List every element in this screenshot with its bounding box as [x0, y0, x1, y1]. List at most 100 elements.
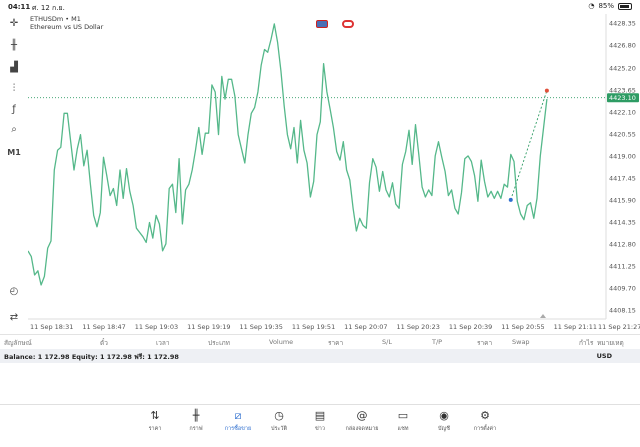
y-tick-label: 4415.90 [609, 196, 636, 204]
x-tick-label: 11 Sep 18:31 [30, 323, 73, 331]
x-tick-label: 11 Sep 19:35 [239, 323, 282, 331]
y-tick-label: 4426.80 [609, 42, 636, 50]
y-tick-label: 4428.35 [609, 20, 636, 28]
tab-label: ราคา [148, 426, 162, 432]
tab-label: ประวัติ [270, 426, 288, 432]
col-tp: T/P [432, 338, 443, 346]
tab-label: การตั้งค่า [473, 426, 497, 432]
tab-label: แชท [397, 426, 409, 432]
tab-label: ข่าว [315, 426, 325, 432]
account-currency: USD [596, 352, 612, 360]
x-tick-label: 11 Sep 19:19 [187, 323, 230, 331]
current-price-badge [607, 93, 639, 103]
chart-type-candles-icon[interactable]: ╫ [10, 40, 18, 51]
price-series-line [28, 23, 548, 286]
x-tick-label: 11 Sep 19:51 [292, 323, 335, 331]
chart-type-line-icon[interactable]: ⫶ [12, 83, 16, 94]
candles-icon: ╫ [192, 409, 200, 422]
y-tick-label: 4408.15 [609, 306, 636, 314]
account-summary-row: Balance: 1 172.98 Equity: 1 172.98 ฟรี: … [0, 349, 640, 363]
x-tick-label: 11 Sep 20:39 [449, 323, 492, 331]
y-tick-label: 4417.45 [609, 174, 636, 182]
scroll-marker-icon [540, 314, 546, 318]
x-tick-label: 11 Sep 19:03 [135, 323, 178, 331]
symbol-description: Ethereum vs US Dollar [30, 23, 104, 31]
chart-type-bars-icon[interactable]: ▟ [10, 62, 18, 73]
status-bar: 04:11 ศ. 12 ก.ย. ◔ 85% [0, 0, 640, 14]
status-right: ◔ 85% [588, 2, 632, 10]
status-date: ศ. 12 ก.ย. [32, 4, 65, 12]
col-symbol: สัญลักษณ์ [4, 339, 32, 347]
price-chart[interactable]: 4428.35 4426.80 4425.20 4423.65 4422.10 4420.… [28, 14, 640, 334]
trendline-end-handle [544, 88, 549, 93]
col-ticket: ตั๋ว [100, 339, 108, 347]
x-tick-label: 11 Sep 20:23 [397, 323, 440, 331]
tab-quotes[interactable]: ⇅ ราคา [136, 409, 174, 433]
tab-label: กล่องจดหมาย [345, 426, 379, 432]
auto-scroll-icon[interactable]: ◴ [9, 286, 19, 297]
col-type: ประเภท [208, 339, 230, 347]
col-sl: S/L [382, 338, 392, 346]
battery-percent: 85% [598, 2, 614, 10]
x-tick-label: 11 Sep 18:47 [82, 323, 125, 331]
trade-table-header: สัญลักษณ์ ตั๋ว เวลา ประเภท Volume ราคา S… [0, 334, 640, 348]
y-tick-label: 4412.80 [609, 240, 636, 248]
col-price-current: ราคา [477, 339, 493, 347]
account-summary: Balance: 1 172.98 Equity: 1 172.98 ฟรี: … [4, 353, 179, 361]
y-tick-label: 4419.00 [609, 152, 636, 160]
tab-trade[interactable]: ⧄ การซื้อขาย [219, 409, 257, 433]
symbol-title: ETHUSDm • M1 [30, 15, 81, 23]
flag-icon-2 [342, 20, 354, 28]
chat-icon: ▭ [397, 409, 409, 422]
tab-label: บัญชี [438, 426, 450, 432]
flag-icon-1 [316, 20, 328, 28]
tab-account[interactable]: ◉ บัญชี [425, 409, 463, 433]
bottom-tab-bar: ⇅ ราคา ╫ กราฟ ⧄ การซื้อขาย ◷ ประวัติ ▤ ข… [0, 404, 640, 447]
tab-label: กราฟ [189, 426, 203, 432]
col-comment: หมายเหตุ [597, 339, 624, 347]
history-icon: ◷ [274, 409, 284, 422]
one-click-trading-icon[interactable]: ⇄ [9, 312, 19, 323]
col-time: เวลา [156, 339, 170, 347]
battery-icon [618, 2, 632, 10]
current-price-label: 4423.10 [609, 94, 636, 102]
tab-news[interactable]: ▤ ข่าว [301, 409, 339, 433]
x-tick-label: 11 Sep 20:55 [501, 323, 544, 331]
y-tick-label: 4425.20 [609, 64, 636, 72]
y-tick-label: 4423.65 [609, 86, 636, 94]
col-price: ราคา [328, 339, 344, 347]
col-swap: Swap [512, 338, 530, 346]
timeframe-button[interactable]: M1 [7, 148, 21, 157]
y-tick-label: 4414.35 [609, 218, 636, 226]
tab-charts[interactable]: ╫ กราฟ [177, 409, 215, 433]
y-tick-label: 4422.10 [609, 108, 636, 116]
indicators-icon[interactable]: ƒ [12, 104, 16, 115]
objects-icon[interactable]: ⌕ [11, 124, 17, 135]
y-tick-label: 4411.25 [609, 262, 636, 270]
chart-toolbar: ✛ ╫ ▟ ⫶ ƒ ⌕ M1 ◴ ⇄ [0, 14, 28, 334]
status-time: 04:11 [8, 3, 31, 11]
y-tick-label: 4409.70 [609, 284, 636, 292]
tab-settings[interactable]: ⚙ การตั้งค่า [466, 409, 504, 433]
trade-chart-icon: ⧄ [234, 409, 242, 422]
tab-history[interactable]: ◷ ประวัติ [260, 409, 298, 433]
mail-icon: @ [356, 409, 368, 422]
wifi-icon: ◔ [588, 2, 595, 10]
trendline [510, 90, 548, 200]
crosshair-icon[interactable]: ✛ [9, 18, 19, 29]
x-tick-label: 11 Sep 20:07 [344, 323, 387, 331]
trendline-start-handle [508, 197, 513, 202]
col-volume: Volume [269, 338, 294, 346]
settings-icon: ⚙ [480, 409, 490, 422]
news-icon: ▤ [314, 409, 326, 422]
col-profit: กำไร [579, 339, 594, 347]
x-tick-label: 11 Sep 21:11 [554, 323, 597, 331]
account-icon: ◉ [439, 409, 449, 422]
tab-label: การซื้อขาย [224, 426, 252, 432]
quotes-icon: ⇅ [150, 409, 160, 422]
x-tick-label: 11 Sep 21:27 [598, 323, 640, 331]
tab-mailbox[interactable]: @ กล่องจดหมาย [343, 409, 381, 433]
symbol-flags [316, 20, 354, 28]
tab-chat[interactable]: ▭ แชท [384, 409, 422, 433]
y-tick-label: 4420.55 [609, 130, 636, 138]
